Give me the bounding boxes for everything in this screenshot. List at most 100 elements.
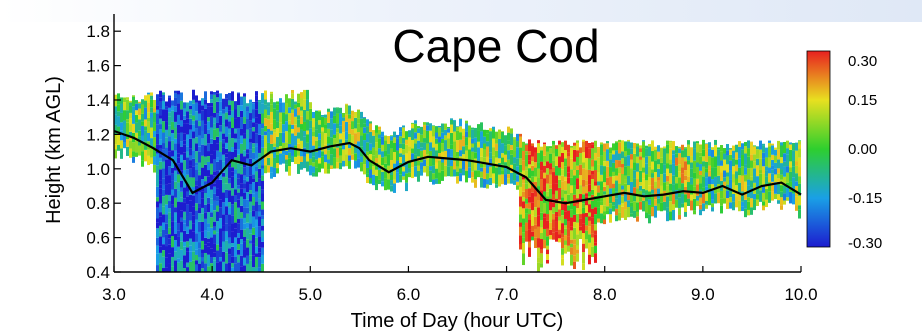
heatmap-cell [525,166,528,171]
heatmap-cell [789,161,792,168]
heatmap-cell [318,139,321,147]
heatmap-cell [246,106,249,112]
heatmap-cell [564,190,567,194]
heatmap-cell [654,171,657,182]
heatmap-cell [783,200,786,205]
heatmap-cell [564,218,567,226]
heatmap-cell [543,178,546,187]
heatmap-cell [576,253,579,262]
heatmap-cell [423,149,426,160]
heatmap-cell [345,142,348,155]
heatmap-cell [597,218,600,223]
heatmap-cell [339,162,342,170]
heatmap-cell [168,158,171,167]
heatmap-cell [168,212,171,220]
heatmap-cell [162,121,165,133]
heatmap-cell [411,148,414,154]
heatmap-cell [789,144,792,150]
heatmap-cell [159,216,162,226]
heatmap-cell [360,127,363,136]
heatmap-cell [252,174,255,179]
heatmap-cell [318,124,321,134]
heatmap-cell [204,204,207,213]
heatmap-cell [114,134,117,145]
heatmap-cell [222,154,225,162]
heatmap-cell [750,160,753,168]
heatmap-cell [249,113,252,121]
heatmap-cell [216,250,219,263]
heatmap-cell [282,148,285,155]
heatmap-cell [162,256,165,269]
heatmap-cell [210,154,213,164]
heatmap-cell [279,98,282,103]
heatmap-cell [168,151,171,159]
heatmap-cell [213,226,216,231]
heatmap-cell [498,138,501,148]
heatmap-cell [255,123,258,134]
heatmap-cell [186,191,189,197]
heatmap-cell [672,163,675,176]
heatmap-cell [159,246,162,253]
heatmap-cell [624,201,627,210]
heatmap-cell [348,160,351,169]
heatmap-cell [399,153,402,158]
heatmap-cell [618,153,621,161]
heatmap-cell [258,216,261,227]
heatmap-cell [519,136,522,148]
heatmap-cell [228,105,231,111]
heatmap-cell [483,167,486,180]
x-axis: 3.0 4.0 5.0 6.0 7.0 8.0 9.0 10.0 [102,266,818,304]
heatmap-cell [417,133,420,141]
heatmap-cell [261,147,264,159]
heatmap-cell [576,156,579,166]
heatmap-cell [189,238,192,246]
heatmap-cell [540,200,543,213]
heatmap-cell [603,171,606,183]
heatmap-cell [228,139,231,152]
heatmap-cell [192,241,195,252]
heatmap-cell [486,173,489,180]
heatmap-cell [225,183,228,190]
heatmap-cell [600,181,603,190]
heatmap-cell [594,214,597,225]
heatmap-cell [408,137,411,147]
heatmap-cell [240,97,243,106]
heatmap-cell [231,246,234,257]
heatmap-cell [261,93,264,95]
heatmap-cell [531,192,534,203]
heatmap-cell [606,149,609,161]
heatmap-cell [696,184,699,196]
heatmap-cell [174,90,177,94]
heatmap-cell [438,172,441,184]
heatmap-cell [165,267,168,272]
heatmap-cell [342,149,345,161]
heatmap-cell [480,171,483,178]
heatmap-cell [417,160,420,166]
heatmap-cell [264,109,267,119]
heatmap-cell [237,128,240,140]
heatmap-cell [594,146,597,153]
heatmap-cell [531,182,534,193]
heatmap-cell [270,134,273,144]
heatmap-cell [321,143,324,152]
heatmap-cell [300,106,303,111]
heatmap-cell [261,165,264,169]
heatmap-cell [495,175,498,185]
heatmap-cell [744,181,747,192]
x-tick-label: 10.0 [784,285,817,304]
heatmap-cell [198,104,201,114]
heatmap-cell [573,239,576,245]
heatmap-cell [669,173,672,184]
heatmap-cell [177,143,180,154]
heatmap-cell [279,102,282,113]
heatmap-cell [753,168,756,177]
heatmap-cell [741,143,744,150]
heatmap-cell [198,113,201,122]
heatmap-cell [738,200,741,212]
heatmap-cell [549,229,552,236]
heatmap-cell [216,97,219,102]
heatmap-cell [543,186,546,192]
heatmap-cell [273,132,276,144]
heatmap-cell [243,265,246,272]
heatmap-cell [225,142,228,149]
